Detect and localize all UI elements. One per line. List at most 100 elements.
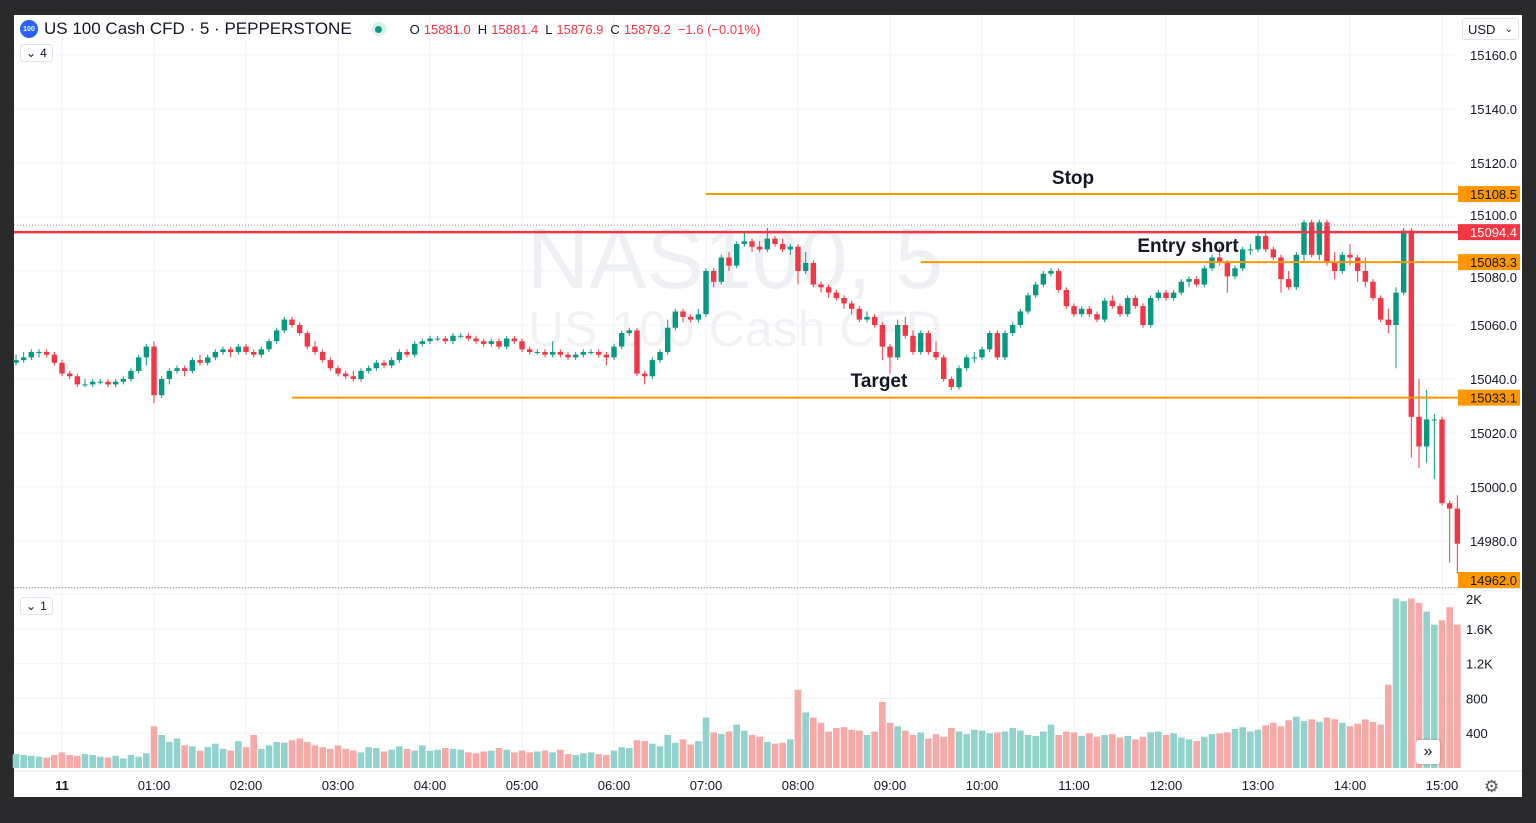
volume-bar (725, 731, 733, 768)
candle (572, 352, 579, 361)
candle (1140, 303, 1146, 328)
volume-bar (204, 747, 211, 768)
candle-body (802, 262, 809, 271)
volume-bar (955, 731, 963, 768)
double-chevron-right-icon[interactable]: » (1416, 740, 1440, 764)
volume-bar (733, 724, 740, 768)
candle (1017, 308, 1024, 328)
candle-body (756, 246, 763, 250)
candle (779, 238, 786, 253)
candle-body (105, 381, 111, 385)
candle (979, 346, 985, 361)
candle (1193, 276, 1200, 288)
candle (350, 370, 357, 382)
candle-body (480, 341, 487, 344)
candle-body (358, 370, 364, 379)
candle-body (979, 349, 985, 358)
candle-body (143, 346, 150, 358)
candle (135, 354, 142, 374)
volume-bars (12, 598, 1461, 768)
candle-body (565, 354, 571, 358)
volume-bar (1132, 739, 1139, 768)
volume-bar (51, 754, 58, 768)
ohlc-values: O 15881.0 H 15881.4 L 15876.9 C 15879.2 −1.6… (410, 22, 764, 37)
candle-body (549, 352, 556, 355)
gear-icon[interactable]: ⚙ (1484, 777, 1500, 796)
candles (13, 219, 1461, 574)
volume-bar (388, 749, 395, 768)
volume-bar (1262, 725, 1269, 768)
watermark-description: US 100 Cash CFD (528, 301, 942, 357)
candle (695, 308, 702, 323)
candle (1316, 219, 1323, 261)
price-tick-label: 15080.0 (1470, 270, 1517, 285)
candle-body (197, 360, 203, 363)
candle-body (519, 341, 525, 350)
volume-bar (58, 752, 66, 768)
open-label: O (409, 21, 420, 37)
candle (1040, 271, 1047, 288)
candle-body (833, 292, 840, 298)
candle-body (971, 357, 978, 359)
candle-body (43, 352, 50, 355)
candle (787, 244, 794, 255)
candle (733, 241, 740, 269)
candle-body (618, 333, 625, 347)
volume-bar (250, 734, 257, 768)
volume-bar (1009, 728, 1016, 768)
volume-bar (281, 742, 288, 768)
candle (557, 349, 564, 358)
symbol-title[interactable]: US 100 Cash CFD · 5 · PEPPERSTONE (44, 19, 352, 38)
candle (1155, 289, 1162, 301)
volume-bar (403, 748, 411, 768)
candle-body (557, 352, 564, 355)
grid (14, 15, 1522, 770)
volume-pane-toggle[interactable]: ⌄ 1 (20, 597, 53, 615)
volume-tick-label: 1.6K (1466, 622, 1493, 637)
candle-body (894, 325, 901, 358)
candle (511, 335, 518, 344)
candle-body (1354, 257, 1361, 271)
candle (634, 327, 640, 377)
candle-body (741, 241, 748, 244)
candle-body (1101, 300, 1108, 320)
candle (488, 338, 495, 347)
volume-bar (940, 736, 947, 768)
candle-body (1071, 306, 1077, 315)
level-price-badge (1458, 254, 1520, 271)
candle-body (879, 325, 886, 347)
candle-body (603, 354, 610, 358)
candle (1048, 268, 1054, 277)
candle (396, 349, 403, 363)
candle-body (917, 333, 924, 352)
volume-bar (1193, 741, 1200, 768)
volume-bar (794, 689, 802, 768)
volume-bar (1362, 719, 1369, 768)
candle-body (1393, 292, 1399, 325)
chevron-down-icon: ⌄ (1504, 23, 1513, 35)
candle-body (465, 335, 472, 339)
candle-body (649, 360, 656, 377)
volume-bar (1293, 716, 1300, 768)
candle (74, 373, 81, 388)
candle-body (542, 352, 548, 355)
candle (1032, 281, 1039, 298)
chart-panel[interactable] (14, 15, 1522, 797)
volume-bar (810, 717, 817, 768)
candle (917, 330, 924, 355)
volume-bar (580, 753, 587, 768)
volume-bar (419, 745, 426, 768)
candle (1094, 311, 1100, 323)
candle-body (59, 362, 65, 374)
volume-bar (1109, 734, 1116, 768)
candle-body (1255, 235, 1261, 250)
candle (1147, 295, 1154, 328)
candle-body (534, 352, 541, 353)
candle (204, 354, 211, 366)
main-pane-toggle[interactable]: ⌄ 4 (20, 44, 53, 62)
candle (703, 268, 709, 317)
volume-bar (787, 739, 794, 768)
currency-select[interactable]: USD ⌄ (1462, 18, 1519, 40)
